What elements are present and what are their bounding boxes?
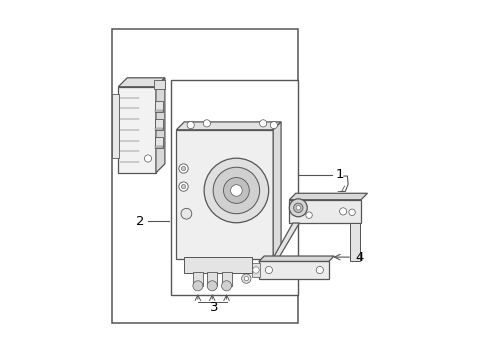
Bar xyxy=(171,80,298,295)
Circle shape xyxy=(181,184,185,189)
Bar xyxy=(155,119,163,130)
Bar xyxy=(252,263,259,277)
Circle shape xyxy=(192,281,203,291)
Bar xyxy=(155,101,163,112)
Circle shape xyxy=(181,166,185,171)
Bar xyxy=(112,30,298,323)
Text: 4: 4 xyxy=(355,251,363,264)
Bar xyxy=(221,272,231,286)
Polygon shape xyxy=(289,193,367,200)
Circle shape xyxy=(293,203,303,212)
Polygon shape xyxy=(258,256,333,261)
Circle shape xyxy=(181,208,191,219)
Bar xyxy=(207,272,217,286)
Bar xyxy=(155,146,163,148)
Circle shape xyxy=(348,209,355,216)
Bar xyxy=(112,94,119,158)
Bar xyxy=(155,110,163,112)
Circle shape xyxy=(339,208,346,215)
Bar xyxy=(258,261,328,279)
Circle shape xyxy=(296,206,300,210)
Circle shape xyxy=(265,266,272,274)
Bar xyxy=(349,223,360,261)
Text: 3: 3 xyxy=(209,301,218,314)
Circle shape xyxy=(241,274,250,283)
Circle shape xyxy=(305,212,312,219)
Bar xyxy=(192,272,203,286)
Polygon shape xyxy=(269,223,299,264)
Circle shape xyxy=(230,185,242,196)
Circle shape xyxy=(221,281,231,291)
Bar xyxy=(183,257,251,273)
Bar xyxy=(176,130,273,259)
Polygon shape xyxy=(176,122,281,130)
Bar xyxy=(289,200,360,223)
Bar xyxy=(118,87,156,173)
Polygon shape xyxy=(273,122,281,259)
Circle shape xyxy=(213,167,259,214)
Circle shape xyxy=(259,120,266,127)
Circle shape xyxy=(252,267,259,273)
Bar xyxy=(154,80,164,89)
Circle shape xyxy=(289,199,306,217)
Text: 1: 1 xyxy=(335,168,344,181)
Bar xyxy=(155,137,163,148)
Polygon shape xyxy=(118,78,164,87)
Circle shape xyxy=(179,164,188,173)
Circle shape xyxy=(270,122,277,129)
Circle shape xyxy=(179,182,188,191)
Circle shape xyxy=(144,155,151,162)
Bar xyxy=(155,128,163,130)
Circle shape xyxy=(316,266,323,274)
Circle shape xyxy=(207,281,217,291)
Circle shape xyxy=(203,120,210,127)
Circle shape xyxy=(223,177,249,203)
Text: 2: 2 xyxy=(135,215,144,228)
Circle shape xyxy=(244,276,248,281)
Polygon shape xyxy=(156,78,164,173)
Circle shape xyxy=(187,122,194,129)
Circle shape xyxy=(203,158,268,223)
